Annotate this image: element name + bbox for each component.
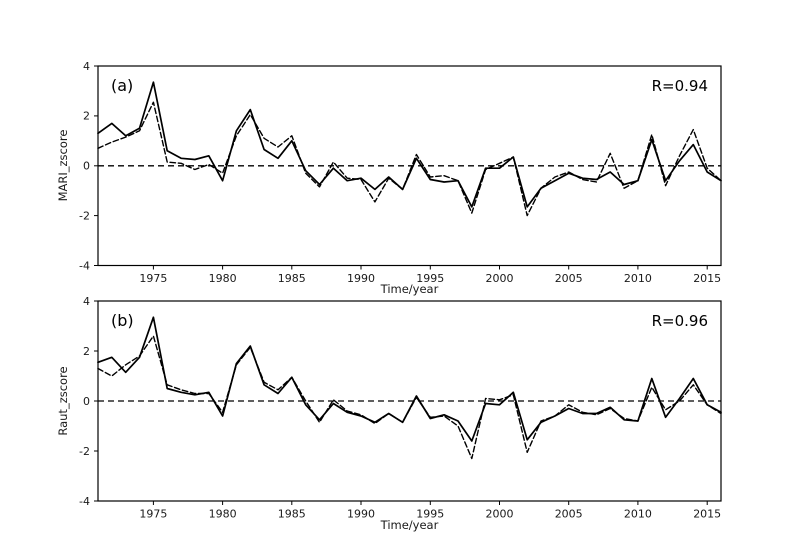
x-tick-label: 1995 [416, 508, 444, 521]
x-tick-label: 1995 [416, 272, 444, 285]
x-tick-label: 1990 [347, 508, 375, 521]
panel-b: 1975 1980 1985 1990 1995 2000 2005 2010 2015 -4 -2… [79, 295, 722, 521]
panel-a: 1975 1980 1985 1990 1995 2000 2005 2010 2015 -4 -2… [79, 60, 722, 285]
y-tick-label: -4 [79, 495, 90, 508]
y-tick-label: 2 [83, 345, 90, 358]
series-solid-line-b [97, 316, 722, 442]
x-tick-label: 2000 [486, 272, 514, 285]
panel-a-ylabel: MARI_zscore [56, 130, 70, 202]
y-tick-label: 4 [83, 60, 90, 73]
panel-a-xlabel: Time/year [380, 282, 439, 296]
y-tick-label: 2 [83, 110, 90, 123]
x-tick-label: 2015 [693, 508, 721, 521]
y-tick-label: 0 [83, 160, 90, 173]
y-tick-label: -2 [79, 445, 90, 458]
x-tick-label: 1980 [209, 508, 237, 521]
series-solid-line-a [97, 81, 722, 208]
panel-b-label: (b) [111, 311, 134, 330]
panel-b-xlabel: Time/year [380, 518, 439, 532]
series-dashed-line-b [97, 335, 722, 460]
y-tick-label: 4 [83, 295, 90, 308]
panel-a-r-value: R=0.94 [652, 77, 708, 95]
panel-b-r-value: R=0.96 [652, 312, 708, 330]
panel-a-label: (a) [111, 76, 133, 95]
y-tick-label: -4 [79, 259, 90, 272]
panel-b-ylabel: Raut_zscore [56, 366, 70, 435]
x-tick-label: 1975 [139, 508, 167, 521]
x-tick-label: 2010 [624, 272, 652, 285]
x-tick-label: 1975 [139, 272, 167, 285]
x-tick-label: 2000 [486, 508, 514, 521]
series-dashed-line-a [97, 101, 722, 217]
y-tick-label: -2 [79, 209, 90, 222]
x-tick-label: 1980 [209, 272, 237, 285]
x-tick-label: 2015 [693, 272, 721, 285]
x-tick-label: 1985 [278, 508, 306, 521]
x-tick-label: 1990 [347, 272, 375, 285]
y-tick-label: 0 [83, 395, 90, 408]
static-labels: MARI_zscore Time/year (a) R=0.94 Raut_zs… [56, 76, 708, 532]
x-tick-label: 2005 [555, 272, 583, 285]
x-tick-label: 1985 [278, 272, 306, 285]
x-tick-label: 2010 [624, 508, 652, 521]
x-tick-label: 2005 [555, 508, 583, 521]
